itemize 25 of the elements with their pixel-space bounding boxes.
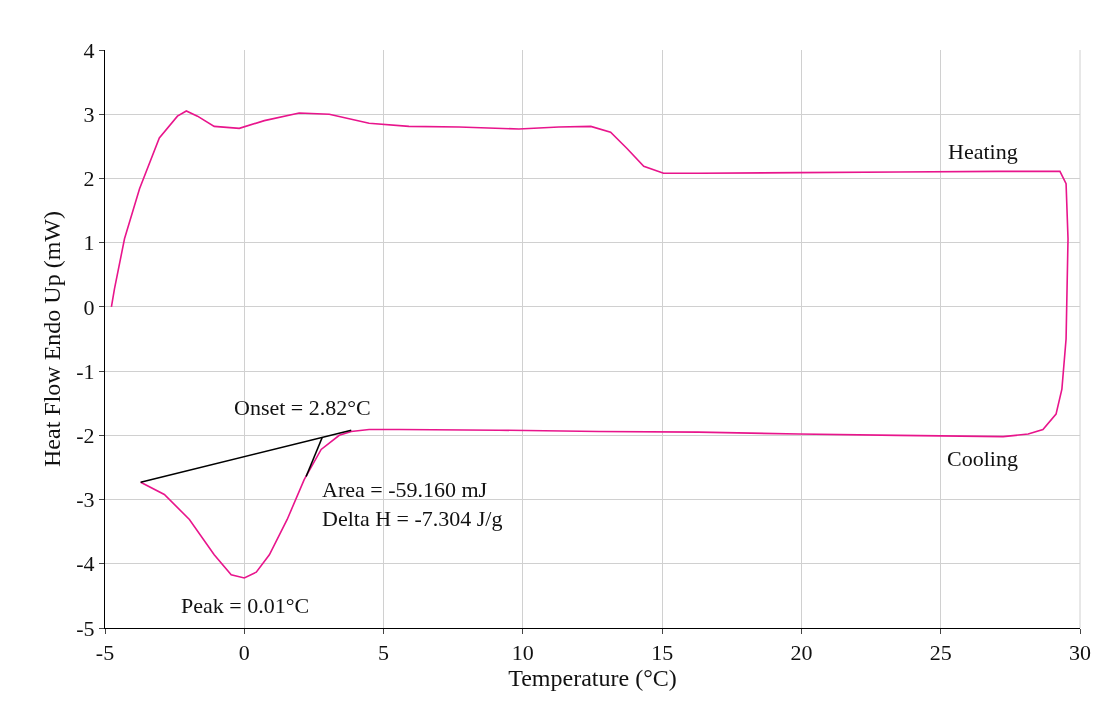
y-tick-label: -1 <box>76 358 95 384</box>
annotation: Delta H = -7.304 J/g <box>322 506 503 531</box>
y-tick-label: 2 <box>83 166 95 192</box>
annotation: Peak = 0.01°C <box>181 593 310 618</box>
x-tick-label: 5 <box>378 640 390 666</box>
y-tick-label: -5 <box>76 615 95 641</box>
x-tick-label: 25 <box>929 640 952 666</box>
annotation: Onset = 2.82°C <box>234 395 371 420</box>
annotation: Heating <box>948 139 1018 164</box>
x-tick-label: 20 <box>790 640 813 666</box>
y-tick-label: -2 <box>76 423 95 449</box>
y-tick-label: 4 <box>83 37 95 63</box>
y-axis-title: Heat Flow Endo Up (mW) <box>39 211 66 467</box>
x-tick-label: 10 <box>511 640 534 666</box>
y-tick-label: -4 <box>76 551 95 577</box>
x-axis-title: Temperature (°C) <box>508 665 677 692</box>
x-tick-label: 15 <box>651 640 674 666</box>
y-tick-label: 0 <box>83 294 95 320</box>
x-tick-label: 30 <box>1069 640 1091 666</box>
annotation: Area = -59.160 mJ <box>322 477 488 502</box>
annotation: Cooling <box>947 446 1018 471</box>
y-tick-label: -3 <box>76 487 95 513</box>
y-tick-label: 3 <box>83 101 95 127</box>
x-tick-label: 0 <box>238 640 250 666</box>
y-tick-label: 1 <box>83 230 95 256</box>
